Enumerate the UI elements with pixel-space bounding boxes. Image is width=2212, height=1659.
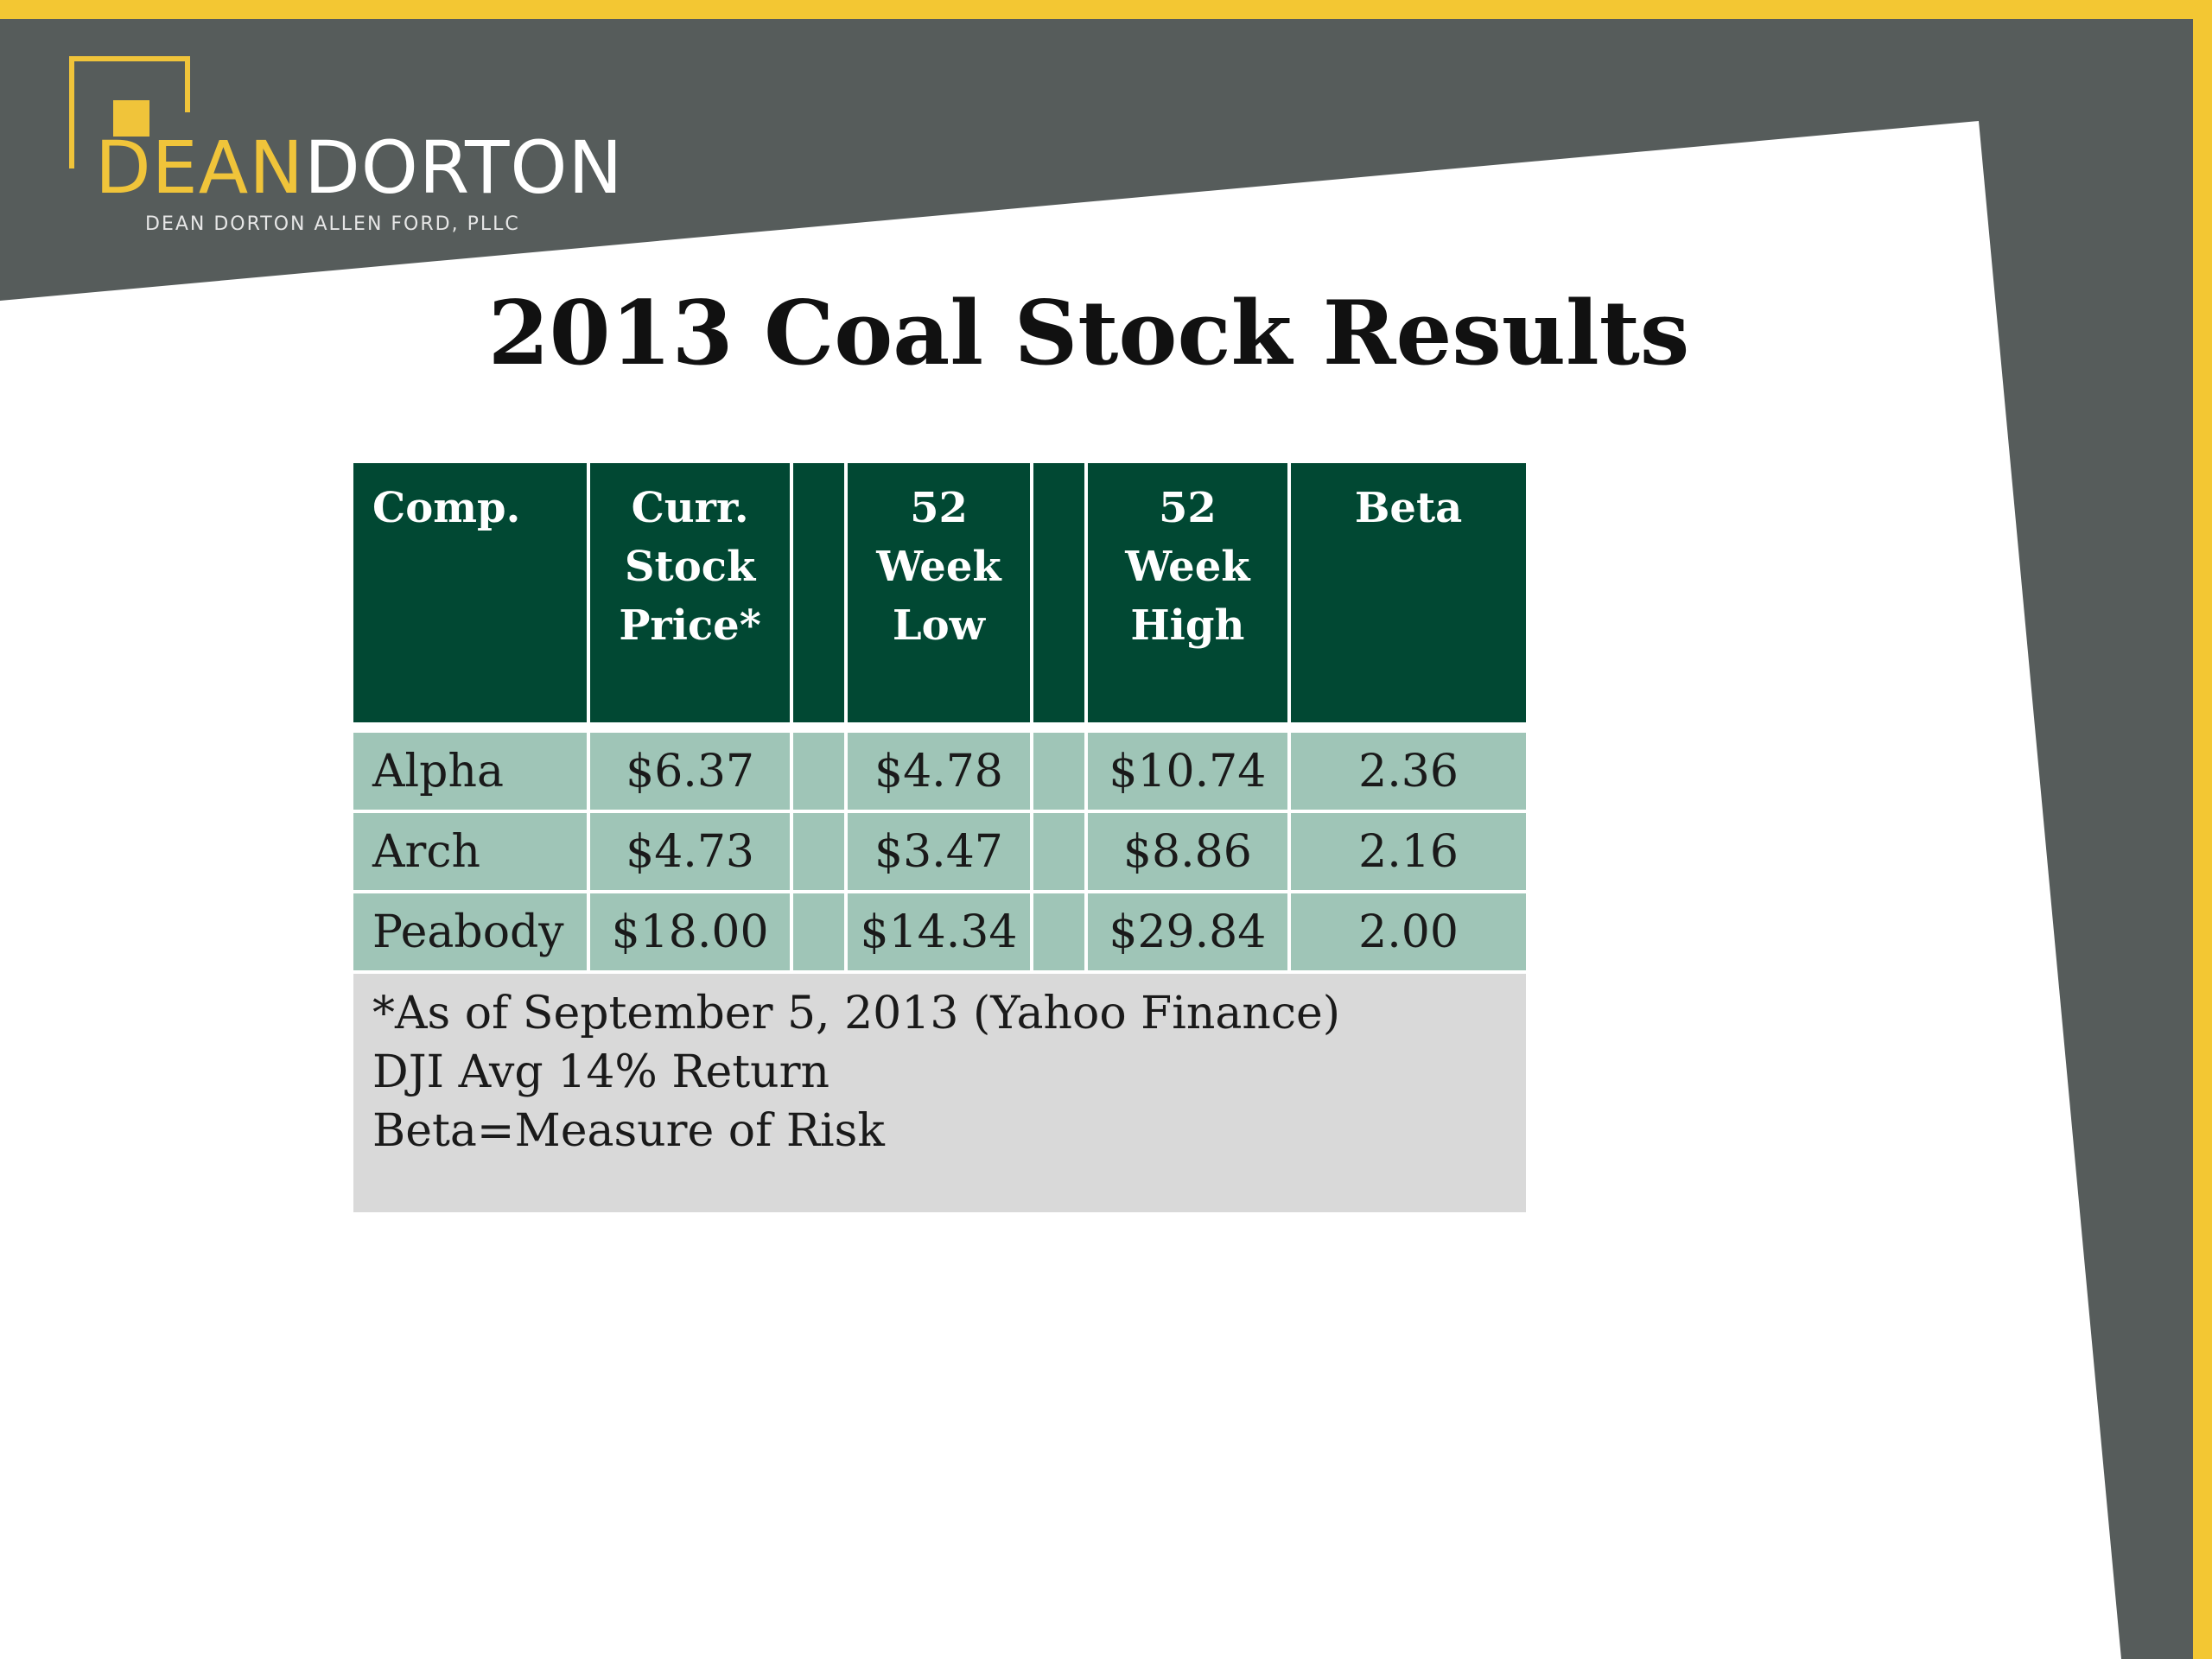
logo-word-dorton: DORTON <box>304 125 624 210</box>
table-header-row: Comp. Curr. Stock Price* 52 Week Low 52 … <box>350 460 1529 726</box>
header-beta: Beta <box>1287 460 1529 726</box>
header-spacer-2 <box>1030 460 1088 726</box>
cell-spacer <box>1030 729 1088 813</box>
cell-high: $8.86 <box>1084 810 1292 893</box>
top-yellow-bar <box>0 0 2212 19</box>
coal-stock-table: Comp. Curr. Stock Price* 52 Week Low 52 … <box>350 460 1529 1216</box>
cell-price: $6.37 <box>586 729 794 813</box>
header-spacer-1 <box>790 460 848 726</box>
cell-low: $14.34 <box>843 890 1034 974</box>
cell-spacer <box>790 890 848 974</box>
logo-square-icon <box>69 56 190 168</box>
header-company: Comp. <box>350 460 590 726</box>
company-logo: DEANDORTON DEAN DORTON ALLEN FORD, PLLC <box>65 52 622 242</box>
cell-spacer <box>790 810 848 893</box>
cell-company: Alpha <box>350 729 590 813</box>
right-yellow-bar <box>2193 0 2212 1659</box>
table-row: Arch $4.73 $3.47 $8.86 2.16 <box>350 810 1529 893</box>
cell-spacer <box>790 729 848 813</box>
note-dji-return: DJI Avg 14% Return <box>372 1046 830 1098</box>
cell-low: $4.78 <box>843 729 1034 813</box>
cell-price: $4.73 <box>586 810 794 893</box>
cell-spacer <box>1030 810 1088 893</box>
logo-subtitle: DEAN DORTON ALLEN FORD, PLLC <box>145 213 520 235</box>
table-row: Alpha $6.37 $4.78 $10.74 2.36 <box>350 729 1529 813</box>
table-notes-row: *As of September 5, 2013 (Yahoo Finance)… <box>350 970 1529 1216</box>
logo-word-dean: DEAN <box>95 125 305 210</box>
cell-low: $3.47 <box>843 810 1034 893</box>
header-current-price: Curr. Stock Price* <box>586 460 794 726</box>
cell-price: $18.00 <box>586 890 794 974</box>
note-date-source: *As of September 5, 2013 (Yahoo Finance) <box>372 988 1341 1039</box>
table-row: Peabody $18.00 $14.34 $29.84 2.00 <box>350 890 1529 974</box>
cell-company: Peabody <box>350 890 590 974</box>
logo-wordmark: DEANDORTON <box>95 131 623 204</box>
logo-filled-square <box>113 100 149 137</box>
slide-title: 2013 Coal Stock Results <box>487 282 1690 385</box>
cell-beta: 2.36 <box>1287 729 1529 813</box>
header-52-week-high: 52 Week High <box>1084 460 1292 726</box>
cell-beta: 2.16 <box>1287 810 1529 893</box>
note-beta-definition: Beta=Measure of Risk <box>372 1105 885 1157</box>
cell-high: $29.84 <box>1084 890 1292 974</box>
logo-frame-outline <box>69 56 190 168</box>
header-gap <box>352 724 1528 731</box>
cell-high: $10.74 <box>1084 729 1292 813</box>
table-notes: *As of September 5, 2013 (Yahoo Finance)… <box>350 970 1529 1216</box>
cell-beta: 2.00 <box>1287 890 1529 974</box>
cell-company: Arch <box>350 810 590 893</box>
header-52-week-low: 52 Week Low <box>843 460 1034 726</box>
cell-spacer <box>1030 890 1088 974</box>
